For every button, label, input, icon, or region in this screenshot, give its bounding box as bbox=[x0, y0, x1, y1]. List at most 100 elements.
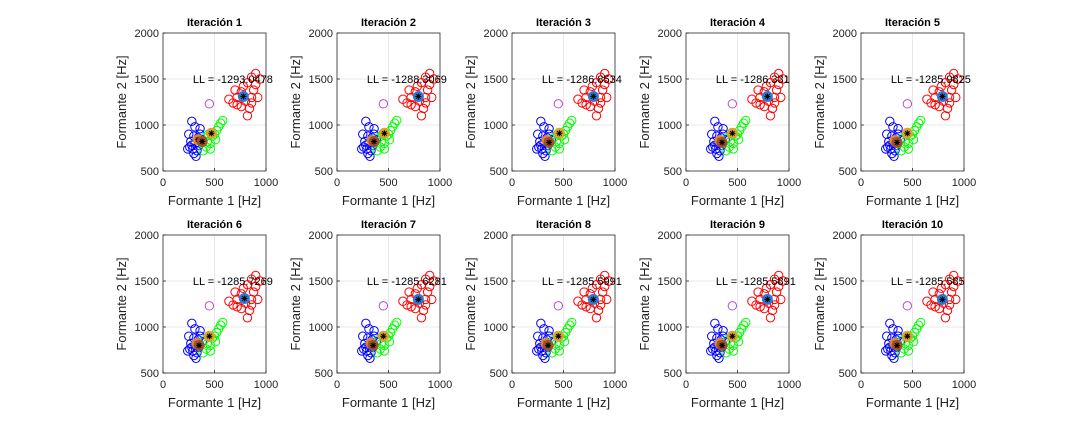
data-point bbox=[358, 129, 368, 139]
data-point bbox=[940, 111, 951, 121]
x-tick-label: 1000 bbox=[777, 177, 801, 189]
data-point bbox=[539, 122, 549, 132]
centroid-star bbox=[199, 138, 206, 145]
data-point bbox=[903, 346, 914, 356]
x-tick-label: 1000 bbox=[777, 379, 801, 391]
data-layer bbox=[183, 270, 265, 363]
data-point bbox=[595, 98, 606, 108]
x-tick-label: 1000 bbox=[428, 379, 452, 391]
data-point bbox=[389, 320, 400, 330]
centroid-star bbox=[719, 342, 726, 349]
data-point bbox=[765, 313, 776, 323]
data-point bbox=[232, 302, 242, 312]
y-tick-label: 1500 bbox=[135, 74, 159, 86]
data-point bbox=[889, 151, 899, 161]
data-point bbox=[379, 346, 390, 356]
data-point bbox=[738, 320, 749, 330]
centroid-star bbox=[939, 93, 946, 100]
data-point bbox=[928, 85, 938, 95]
data-point bbox=[184, 331, 194, 341]
x-axis-label: Formante 1 [Hz] bbox=[691, 193, 784, 208]
data-layer bbox=[183, 68, 265, 161]
data-point bbox=[369, 123, 379, 134]
x-axis-label: Formante 1 [Hz] bbox=[866, 193, 959, 208]
y-tick-label: 1000 bbox=[309, 120, 333, 132]
data-point bbox=[553, 99, 564, 109]
data-point bbox=[896, 146, 906, 156]
log-likelihood-annotation: LL = -1285.6281 bbox=[367, 276, 447, 288]
data-point bbox=[946, 85, 957, 95]
data-point bbox=[357, 346, 367, 356]
y-tick-label: 1000 bbox=[833, 322, 857, 334]
data-point bbox=[713, 122, 723, 132]
x-tick-label: 0 bbox=[334, 177, 340, 189]
data-point bbox=[532, 144, 542, 154]
y-axis-label: Formante 2 [Hz] bbox=[288, 55, 303, 148]
y-tick-label: 500 bbox=[141, 166, 159, 178]
y-tick-label: 2000 bbox=[658, 230, 682, 242]
data-point bbox=[567, 317, 577, 328]
y-tick-label: 500 bbox=[839, 166, 857, 178]
y-tick-label: 2000 bbox=[309, 230, 333, 242]
y-tick-label: 1500 bbox=[833, 74, 857, 86]
data-point bbox=[248, 287, 259, 297]
data-point bbox=[564, 118, 575, 128]
data-point bbox=[710, 116, 720, 127]
data-point bbox=[238, 81, 249, 92]
data-point bbox=[365, 353, 375, 363]
data-point bbox=[242, 313, 253, 323]
data-point bbox=[888, 324, 898, 334]
data-point bbox=[727, 301, 738, 311]
data-point bbox=[379, 144, 390, 154]
y-tick-label: 2000 bbox=[135, 230, 159, 242]
centroid-star bbox=[939, 296, 946, 303]
data-point bbox=[205, 144, 216, 154]
data-point bbox=[540, 151, 550, 161]
data-point bbox=[238, 283, 249, 294]
data-point bbox=[369, 325, 379, 336]
data-point bbox=[733, 337, 744, 347]
y-tick-label: 1000 bbox=[484, 322, 508, 334]
data-point bbox=[422, 85, 433, 95]
x-axis-label: Formante 1 [Hz] bbox=[342, 395, 435, 410]
data-point bbox=[364, 122, 374, 132]
log-likelihood-annotation: LL = -1285.5891 bbox=[716, 276, 796, 288]
data-point bbox=[378, 301, 389, 311]
data-point bbox=[232, 100, 242, 110]
data-point bbox=[888, 122, 898, 132]
data-point bbox=[741, 115, 751, 126]
data-point bbox=[738, 118, 749, 128]
data-point bbox=[579, 287, 589, 297]
log-likelihood-annotation: LL = -1285.585 bbox=[891, 276, 965, 288]
y-tick-label: 1500 bbox=[658, 74, 682, 86]
data-point bbox=[427, 92, 437, 103]
x-tick-label: 0 bbox=[509, 379, 515, 391]
data-point bbox=[384, 337, 395, 347]
data-point bbox=[190, 324, 200, 334]
x-tick-label: 1000 bbox=[428, 177, 452, 189]
data-point bbox=[210, 337, 221, 347]
y-tick-label: 1500 bbox=[484, 276, 508, 288]
x-tick-label: 0 bbox=[160, 177, 166, 189]
data-point bbox=[593, 305, 604, 316]
log-likelihood-annotation: LL = -1285.7269 bbox=[193, 276, 273, 288]
centroid-star bbox=[729, 333, 736, 340]
x-tick-label: 1000 bbox=[952, 379, 976, 391]
data-point bbox=[707, 129, 717, 139]
data-point bbox=[361, 318, 371, 329]
centroid-star bbox=[719, 139, 726, 146]
data-point bbox=[253, 294, 263, 305]
data-point bbox=[706, 144, 716, 154]
data-point bbox=[728, 144, 739, 154]
x-axis-label: Formante 1 [Hz] bbox=[517, 193, 610, 208]
x-tick-label: 0 bbox=[683, 177, 689, 189]
centroid-star bbox=[545, 342, 552, 349]
x-tick-label: 500 bbox=[903, 177, 921, 189]
data-point bbox=[930, 302, 940, 312]
log-likelihood-annotation: LL = -1286.8534 bbox=[542, 74, 622, 86]
